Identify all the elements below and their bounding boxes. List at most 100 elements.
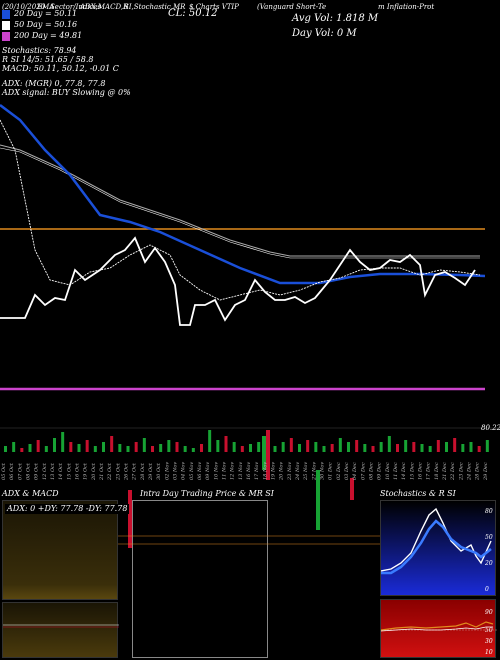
date-tick: 19 Oct	[83, 462, 89, 480]
ema200-text: 200 Day = 49.81	[14, 31, 83, 40]
volume-bar	[485, 440, 489, 452]
rsi-signal-line	[381, 626, 493, 632]
volume-bar	[159, 444, 163, 452]
volume-bar	[53, 438, 56, 452]
volume-bar	[330, 444, 334, 452]
date-tick: 16 Dec	[418, 462, 424, 480]
date-tick: 03 Dec	[344, 462, 350, 480]
intraday-panel	[132, 500, 268, 658]
volume-bar	[453, 438, 457, 452]
rsi-chart: 90 50 30 10	[381, 609, 497, 656]
volume-bar	[338, 438, 342, 452]
ema50-thin-line	[0, 147, 480, 259]
volume-bar	[306, 440, 310, 452]
candle-bar	[266, 430, 270, 480]
adx-signal-readout: ADX signal: BUY Slowing @ 0%	[2, 88, 131, 97]
legend: 20 Day = 50.11 50 Day = 50.16 200 Day = …	[2, 9, 82, 41]
date-tick: 12 Nov	[230, 462, 236, 480]
volume-bar	[249, 444, 252, 452]
volume-bar	[216, 440, 220, 452]
volume-bar	[12, 442, 16, 452]
date-tick: 13 Oct	[50, 462, 56, 480]
volume-bar	[85, 440, 89, 452]
volume-bar	[224, 436, 228, 452]
date-tick: 05 Nov	[189, 462, 195, 480]
candle-bar	[316, 470, 320, 530]
date-tick: 26 Oct	[124, 462, 130, 481]
ema-label: EMA	[37, 3, 55, 11]
volume-bar	[347, 442, 350, 452]
volume-bar	[118, 444, 122, 452]
date-tick: 21 Dec	[442, 462, 448, 481]
date-tick: 04 Nov	[181, 462, 187, 480]
date-tick: 09 Oct	[34, 462, 40, 480]
volume-bar	[151, 446, 154, 452]
candle-bar	[350, 478, 354, 500]
date-tick: 09 Dec	[377, 462, 383, 480]
rsi-line	[381, 621, 494, 631]
volume-axis-label: 80.22	[481, 424, 500, 432]
price-chart	[0, 104, 486, 391]
date-tick: 24 Dec	[467, 462, 473, 481]
date-tick: 23 Dec	[458, 462, 464, 481]
date-tick: 14 Dec	[401, 462, 407, 480]
adx-panel: ADX: 0 +DY: 77.78 -DY: 77.78	[2, 500, 130, 600]
volume-bar	[281, 442, 285, 452]
date-tick: 16 Oct	[75, 462, 81, 480]
volume-bar	[265, 440, 269, 452]
volume-bar	[461, 444, 465, 452]
stock-label: $ Charts VTIP	[189, 3, 239, 11]
volume-bar	[445, 442, 448, 452]
stoch-tick-0: 0	[485, 586, 489, 593]
ema20-text: 20 Day = 50.11	[14, 9, 78, 18]
volume-bar	[183, 446, 187, 452]
volume-bar	[420, 444, 424, 452]
date-tick: 28 Oct	[140, 462, 146, 481]
date-tick: 12 Oct	[42, 462, 48, 480]
rsi-panel: 90 50 30 10	[380, 599, 497, 658]
rsi-tick-10: 10	[485, 649, 493, 656]
ema200-swatch	[2, 31, 10, 41]
macd-panel	[2, 602, 119, 658]
date-tick: 15 Oct	[66, 462, 72, 480]
volume-bar	[126, 446, 130, 452]
date-tick: 15 Dec	[409, 462, 415, 480]
date-tick: 29 Oct	[148, 462, 154, 481]
rsi-tick-90: 90	[485, 609, 493, 616]
legend-ema200: 200 Day = 49.81	[2, 31, 82, 41]
company-label: (Vanguard Short-Te	[257, 3, 327, 11]
date-tick: 20 Oct	[91, 462, 97, 481]
volume-bar	[379, 442, 383, 452]
volume-bar	[477, 446, 481, 452]
date-tick: 27 Oct	[132, 462, 138, 481]
volume-bar	[289, 438, 293, 452]
volume-bar	[355, 440, 359, 452]
avg-volume: Avg Vol: 1.818 M	[292, 13, 379, 24]
date-tick: 05 Oct	[1, 462, 7, 480]
volume-bar	[175, 442, 179, 452]
date-tick: 10 Nov	[213, 462, 219, 480]
date-tick: 11 Nov	[222, 462, 228, 480]
volume-bar	[134, 442, 138, 452]
volume-bar	[36, 440, 40, 452]
date-tick: 08 Oct	[26, 462, 32, 480]
candle-bar	[262, 436, 266, 470]
date-tick: 17 Dec	[426, 462, 432, 480]
rsi-readout: R SI 14/5: 51.65 / 58.8	[2, 55, 94, 64]
date-tick: 02 Dec	[336, 462, 342, 480]
volume-bar	[20, 448, 24, 452]
volume-bar	[167, 440, 171, 452]
date-tick: 21 Oct	[99, 462, 105, 481]
macd-chart	[3, 624, 119, 628]
volume-bar	[436, 440, 440, 452]
volume-bar	[273, 446, 277, 452]
date-tick: 07 Oct	[17, 462, 23, 480]
date-tick: 19 Nov	[271, 462, 277, 480]
volume-bar	[191, 448, 195, 452]
date-tick: 06 Oct	[9, 462, 15, 480]
date-tick: 06 Nov	[197, 462, 203, 480]
volume-bar	[322, 446, 326, 452]
volume-bar	[412, 442, 416, 452]
stochastic-dotted-line	[0, 119, 481, 301]
company-tail: m Inflation-Prot	[378, 3, 435, 11]
